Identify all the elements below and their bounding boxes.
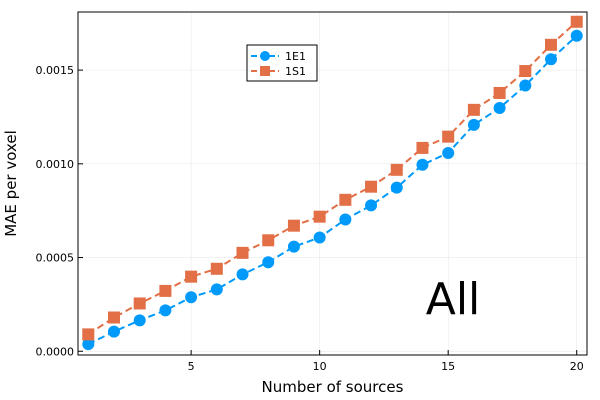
- data-point-1E1: [442, 146, 455, 159]
- data-point-1E1: [545, 53, 558, 66]
- legend-entry-1S1: 1S1: [251, 65, 306, 78]
- y-axis: 0.0000 0.0005 0.0010 0.0015: [36, 64, 83, 358]
- legend-marker: [260, 51, 270, 61]
- data-point-1E1: [339, 213, 352, 226]
- data-point-1S1: [545, 38, 558, 51]
- data-point-1S1: [133, 297, 146, 310]
- data-point-1S1: [339, 193, 352, 206]
- grid: [78, 12, 587, 355]
- data-point-1S1: [313, 210, 326, 223]
- data-point-1E1: [313, 231, 326, 244]
- data-point-1S1: [82, 328, 95, 341]
- data-point-1S1: [185, 270, 198, 283]
- data-point-1E1: [236, 268, 249, 281]
- data-point-1E1: [210, 283, 223, 296]
- x-tick-label: 5: [188, 360, 195, 373]
- data-point-1E1: [287, 240, 300, 253]
- data-point-1E1: [570, 29, 583, 42]
- legend-entry-1E1: 1E1: [251, 50, 306, 63]
- data-point-1E1: [365, 199, 378, 212]
- series-1S1: [82, 15, 583, 341]
- data-point-1E1: [390, 181, 403, 194]
- data-point-1E1: [107, 325, 120, 338]
- data-point-1E1: [133, 314, 146, 327]
- y-tick-label: 0.0005: [36, 252, 75, 265]
- x-axis: 5 10 15 20: [188, 350, 584, 373]
- data-point-1S1: [416, 141, 429, 154]
- data-point-1S1: [287, 219, 300, 232]
- data-point-1S1: [570, 15, 583, 28]
- data-point-1E1: [493, 101, 506, 114]
- data-point-1E1: [262, 256, 275, 269]
- x-tick-label: 15: [441, 360, 455, 373]
- legend-marker: [260, 66, 270, 76]
- data-point-1S1: [262, 234, 275, 247]
- series-layer: [82, 15, 583, 351]
- data-point-1S1: [519, 65, 532, 78]
- y-tick-label: 0.0015: [36, 64, 75, 77]
- series-1E1: [82, 29, 583, 351]
- legend-label: 1E1: [285, 50, 306, 63]
- plot-frame: [77, 11, 588, 356]
- data-point-1S1: [210, 262, 223, 275]
- data-point-1S1: [365, 180, 378, 193]
- data-point-1S1: [236, 246, 249, 259]
- data-point-1E1: [159, 304, 172, 317]
- legend-box: [246, 44, 318, 82]
- data-point-1S1: [390, 163, 403, 176]
- data-point-1E1: [185, 291, 198, 304]
- data-point-1E1: [467, 118, 480, 131]
- y-tick-label: 0.0010: [36, 158, 75, 171]
- x-axis-label: Number of sources: [262, 378, 404, 396]
- data-point-1E1: [82, 338, 95, 351]
- x-tick-label: 10: [313, 360, 327, 373]
- data-point-1S1: [493, 86, 506, 99]
- data-point-1E1: [416, 158, 429, 171]
- annotation-label: All: [426, 274, 481, 325]
- data-point-1S1: [442, 130, 455, 143]
- data-point-1S1: [159, 284, 172, 297]
- x-tick-label: 20: [570, 360, 584, 373]
- data-point-1S1: [107, 311, 120, 324]
- y-tick-label: 0.0000: [36, 345, 75, 358]
- data-point-1S1: [467, 103, 480, 116]
- y-axis-label: MAE per voxel: [2, 130, 20, 237]
- data-point-1E1: [519, 79, 532, 92]
- legend-label: 1S1: [285, 65, 306, 78]
